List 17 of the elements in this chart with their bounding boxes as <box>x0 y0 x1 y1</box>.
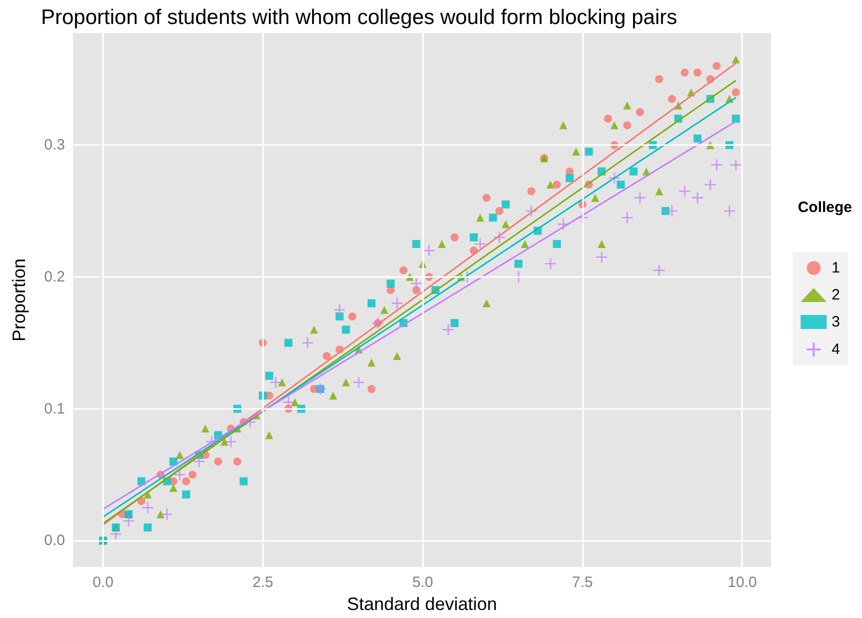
x-tick-label: 0.0 <box>92 574 114 591</box>
legend-label: 4 <box>832 341 840 358</box>
legend-label: 1 <box>832 260 840 276</box>
x-axis-title: Standard deviation <box>346 594 498 614</box>
x-tick-label: 10.0 <box>728 574 757 591</box>
y-tick-label: 0.2 <box>44 268 65 286</box>
y-axis-title: Proportion <box>9 258 29 342</box>
legend-label: 3 <box>832 314 840 330</box>
y-tick-label: 0.3 <box>44 136 65 154</box>
chart-title: Proportion of students with whom colleges would form blocking pairs <box>41 6 678 29</box>
y-tick-label: 0.1 <box>44 400 65 418</box>
x-tick-label: 2.5 <box>252 574 274 591</box>
legend-label: 2 <box>832 286 840 304</box>
legend-title: College <box>798 199 852 216</box>
y-tick-label: 0.0 <box>44 532 65 550</box>
x-tick-label: 5.0 <box>412 574 434 591</box>
x-tick-label: 7.5 <box>572 574 593 591</box>
